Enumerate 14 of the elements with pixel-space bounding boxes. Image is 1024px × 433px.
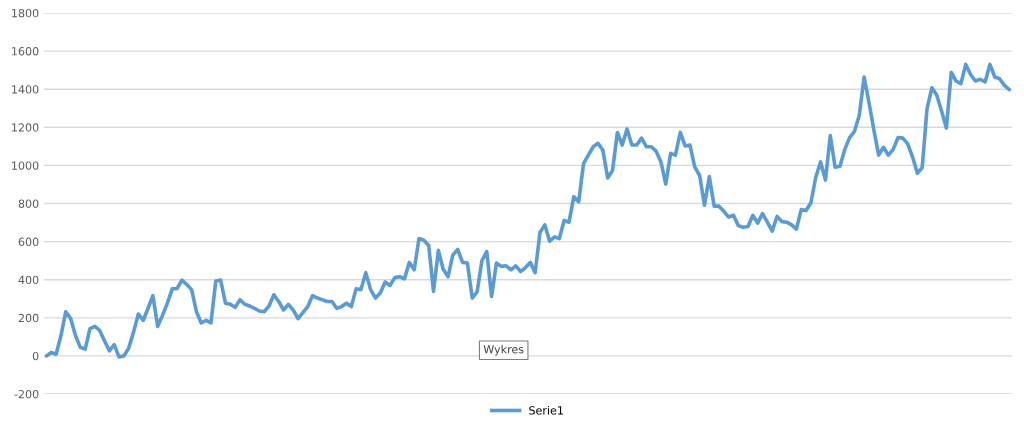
legend-label: Serie1 <box>529 405 563 415</box>
y-tick-label: 800 <box>18 199 39 208</box>
y-tick-label: 600 <box>18 237 39 246</box>
line-series <box>44 62 1012 359</box>
y-tick-label: 0 <box>32 351 39 361</box>
y-tick-label: 200 <box>18 313 39 323</box>
y-tick-label: 1200 <box>12 123 39 132</box>
y-tick-label: -200 <box>14 390 39 399</box>
y-tick-label: 400 <box>18 275 39 285</box>
y-tick-label: 1000 <box>12 161 39 170</box>
annotation: Wykres <box>483 344 524 356</box>
y-tick-label: 1400 <box>12 85 39 94</box>
y-tick-label: 1600 <box>12 47 39 56</box>
y-tick-label: 1800 <box>12 8 39 18</box>
